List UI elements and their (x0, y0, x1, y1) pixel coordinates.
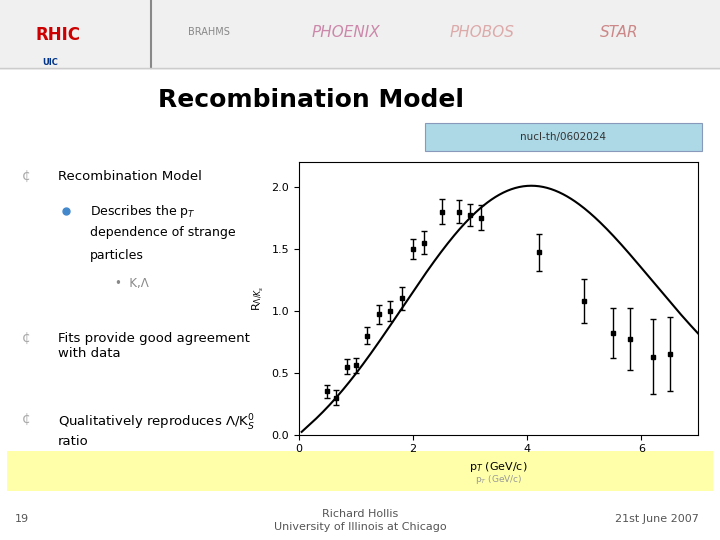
Text: 19: 19 (14, 515, 29, 524)
Text: dependence of strange: dependence of strange (90, 226, 235, 239)
Text: PHOBOS: PHOBOS (450, 25, 515, 40)
Text: •  K,Λ: • K,Λ (115, 277, 149, 290)
Text: Qualitatively reproduces Λ/K$^0_S$
ratio: Qualitatively reproduces Λ/K$^0_S$ ratio (58, 413, 255, 448)
Text: 21st June 2007: 21st June 2007 (615, 515, 698, 524)
Text: Richard Hollis: Richard Hollis (322, 509, 398, 519)
Text: BRAHMS: BRAHMS (188, 28, 230, 37)
FancyBboxPatch shape (425, 123, 702, 151)
Text: ¢: ¢ (22, 332, 30, 346)
Text: Recombination Model: Recombination Model (158, 88, 464, 112)
Text: University of Illinois at Chicago: University of Illinois at Chicago (274, 522, 446, 531)
Text: p$_T$ (GeV/c): p$_T$ (GeV/c) (474, 473, 523, 486)
Text: ¢: ¢ (22, 170, 30, 184)
Text: nucl-th/0602024: nucl-th/0602024 (520, 132, 606, 142)
Y-axis label: R$_{\Lambda/K_s}$: R$_{\Lambda/K_s}$ (251, 286, 266, 311)
Text: STAR: STAR (600, 25, 639, 40)
X-axis label: p$_T$ (GeV/c): p$_T$ (GeV/c) (469, 460, 528, 474)
FancyBboxPatch shape (0, 0, 720, 70)
Text: Describes the p$_T$: Describes the p$_T$ (90, 202, 196, 219)
Text: RHIC: RHIC (35, 26, 80, 44)
Text: PHOENIX: PHOENIX (311, 25, 380, 40)
FancyBboxPatch shape (7, 451, 713, 491)
Text: particles: particles (90, 249, 144, 262)
Text: ¢: ¢ (22, 413, 30, 427)
Text: Recombination Model: Recombination Model (58, 170, 202, 183)
Text: Fits provide good agreement
with data: Fits provide good agreement with data (58, 332, 249, 360)
Text: UIC: UIC (42, 58, 58, 66)
